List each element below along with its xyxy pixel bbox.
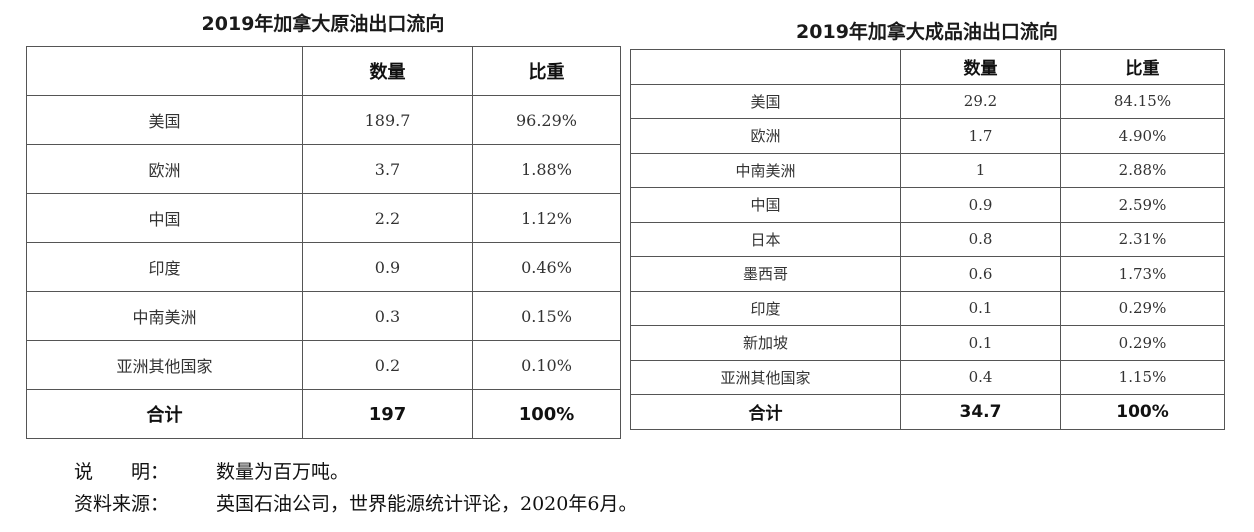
refined-header-cell: 比重 xyxy=(1060,49,1225,85)
crude-share-cell: 100% xyxy=(472,389,621,439)
refined-row: 亚洲其他国家 0.4 1.15% xyxy=(630,359,1225,395)
refined-quantity-cell: 0.1 xyxy=(900,290,1061,326)
crude-quantity-cell: 2.2 xyxy=(302,193,473,243)
note-explanation: 说 明： 数量为百万吨。 xyxy=(74,456,637,488)
refined-region-cell: 美国 xyxy=(630,83,901,119)
crude-quantity-cell: 0.3 xyxy=(302,291,473,341)
note-explanation-label: 说 明： xyxy=(74,461,170,483)
crude-share-cell: 96.29% xyxy=(472,95,621,145)
crude-table-title: 2019年加拿大原油出口流向 xyxy=(201,13,445,35)
refined-share-cell: 2.31% xyxy=(1060,221,1225,257)
crude-quantity-cell: 0.2 xyxy=(302,340,473,390)
refined-share-cell: 0.29% xyxy=(1060,290,1225,326)
refined-export-table: 数量 比重 美国 29.2 84.15% 欧洲 1.7 4.90% 中南美洲 1 2.88% 中国 0.… xyxy=(630,49,1225,430)
crude-region-cell: 中国 xyxy=(26,193,303,243)
refined-quantity-cell: 0.8 xyxy=(900,221,1061,257)
note-explanation-text: 数量为百万吨。 xyxy=(216,461,350,483)
crude-share-cell: 0.10% xyxy=(472,340,621,390)
crude-row: 印度 0.9 0.46% xyxy=(26,242,621,292)
refined-quantity-cell: 0.9 xyxy=(900,187,1061,223)
crude-share-cell: 1.88% xyxy=(472,144,621,194)
refined-share-cell: 4.90% xyxy=(1060,118,1225,154)
refined-row: 新加坡 0.1 0.29% xyxy=(630,325,1225,361)
refined-header-cell: 数量 xyxy=(900,49,1061,85)
crude-header-cell: 比重 xyxy=(472,46,621,96)
refined-region-cell: 日本 xyxy=(630,221,901,257)
refined-row: 美国 29.2 84.15% xyxy=(630,83,1225,119)
crude-region-cell: 合计 xyxy=(26,389,303,439)
crude-region-cell: 欧洲 xyxy=(26,144,303,194)
crude-header-row: 数量 比重 xyxy=(26,46,621,96)
refined-header-row: 数量 比重 xyxy=(630,49,1225,85)
refined-table-title: 2019年加拿大成品油出口流向 xyxy=(796,21,1058,43)
crude-region-cell: 美国 xyxy=(26,95,303,145)
refined-quantity-cell: 0.4 xyxy=(900,359,1061,395)
crude-share-cell: 0.46% xyxy=(472,242,621,292)
refined-region-cell: 墨西哥 xyxy=(630,256,901,292)
refined-region-cell: 新加坡 xyxy=(630,325,901,361)
refined-share-cell: 2.59% xyxy=(1060,187,1225,223)
refined-quantity-cell: 29.2 xyxy=(900,83,1061,119)
refined-row: 中南美洲 1 2.88% xyxy=(630,152,1225,188)
refined-share-cell: 0.29% xyxy=(1060,325,1225,361)
crude-quantity-cell: 189.7 xyxy=(302,95,473,145)
crude-region-cell: 印度 xyxy=(26,242,303,292)
refined-row: 印度 0.1 0.29% xyxy=(630,290,1225,326)
refined-row: 欧洲 1.7 4.90% xyxy=(630,118,1225,154)
crude-quantity-cell: 0.9 xyxy=(302,242,473,292)
refined-region-cell: 中南美洲 xyxy=(630,152,901,188)
note-source: 资料来源： 英国石油公司，世界能源统计评论，2020年6月。 xyxy=(74,488,637,520)
crude-header-cell: 数量 xyxy=(302,46,473,96)
refined-region-cell: 中国 xyxy=(630,187,901,223)
refined-quantity-cell: 0.6 xyxy=(900,256,1061,292)
crude-export-table: 数量 比重 美国 189.7 96.29% 欧洲 3.7 1.88% 中国 2.2 1.12% 印度 0… xyxy=(26,46,621,439)
refined-total-row: 合计 34.7 100% xyxy=(630,394,1225,430)
refined-region-cell: 合计 xyxy=(630,394,901,430)
refined-share-cell: 1.15% xyxy=(1060,359,1225,395)
refined-row: 中国 0.9 2.59% xyxy=(630,187,1225,223)
crude-row: 亚洲其他国家 0.2 0.10% xyxy=(26,340,621,390)
crude-share-cell: 0.15% xyxy=(472,291,621,341)
crude-total-row: 合计 197 100% xyxy=(26,389,621,439)
refined-row: 日本 0.8 2.31% xyxy=(630,221,1225,257)
refined-region-cell: 欧洲 xyxy=(630,118,901,154)
note-source-text: 英国石油公司，世界能源统计评论，2020年6月。 xyxy=(216,493,638,515)
note-source-label: 资料来源： xyxy=(74,493,170,515)
refined-quantity-cell: 1.7 xyxy=(900,118,1061,154)
refined-region-cell: 印度 xyxy=(630,290,901,326)
refined-quantity-cell: 1 xyxy=(900,152,1061,188)
crude-region-cell: 亚洲其他国家 xyxy=(26,340,303,390)
refined-region-cell: 亚洲其他国家 xyxy=(630,359,901,395)
refined-share-cell: 84.15% xyxy=(1060,83,1225,119)
crude-header-cell xyxy=(26,46,303,96)
refined-quantity-cell: 34.7 xyxy=(900,394,1061,430)
crude-row: 欧洲 3.7 1.88% xyxy=(26,144,621,194)
crude-quantity-cell: 3.7 xyxy=(302,144,473,194)
refined-share-cell: 2.88% xyxy=(1060,152,1225,188)
refined-header-cell xyxy=(630,49,901,85)
crude-row: 美国 189.7 96.29% xyxy=(26,95,621,145)
crude-row: 中国 2.2 1.12% xyxy=(26,193,621,243)
notes: 说 明： 数量为百万吨。 资料来源： 英国石油公司，世界能源统计评论，2020年… xyxy=(74,456,637,520)
crude-quantity-cell: 197 xyxy=(302,389,473,439)
refined-share-cell: 100% xyxy=(1060,394,1225,430)
crude-region-cell: 中南美洲 xyxy=(26,291,303,341)
refined-row: 墨西哥 0.6 1.73% xyxy=(630,256,1225,292)
refined-share-cell: 1.73% xyxy=(1060,256,1225,292)
crude-share-cell: 1.12% xyxy=(472,193,621,243)
crude-row: 中南美洲 0.3 0.15% xyxy=(26,291,621,341)
refined-quantity-cell: 0.1 xyxy=(900,325,1061,361)
